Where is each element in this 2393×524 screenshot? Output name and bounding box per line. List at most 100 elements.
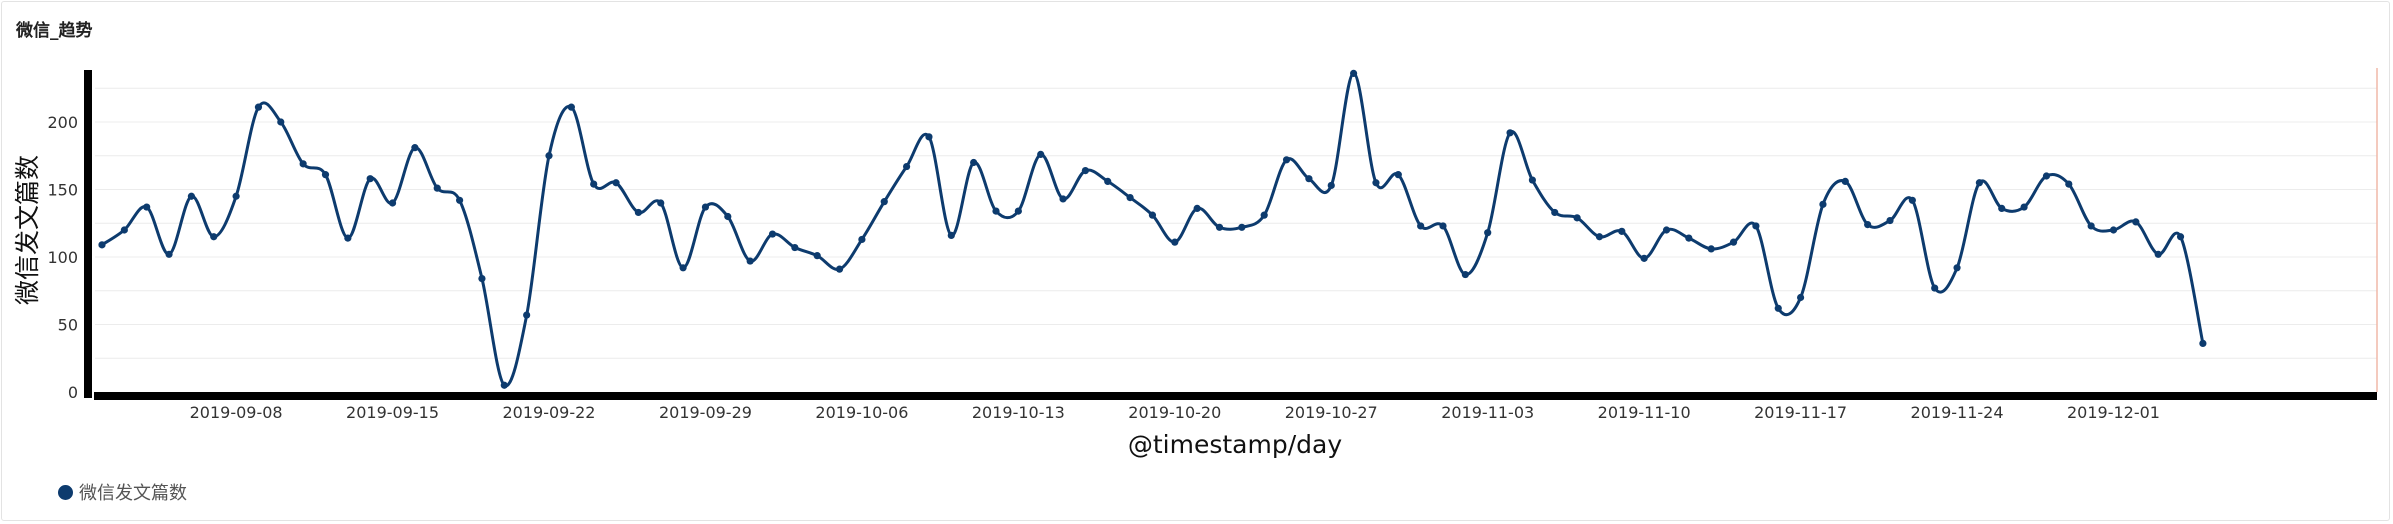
data-point[interactable] <box>1037 150 1045 158</box>
data-point[interactable] <box>947 231 955 239</box>
data-point[interactable] <box>98 241 106 249</box>
data-point[interactable] <box>701 203 710 211</box>
data-point[interactable] <box>567 103 575 111</box>
data-point[interactable] <box>970 158 978 167</box>
data-point[interactable] <box>1305 175 1313 183</box>
data-point[interactable] <box>523 311 531 319</box>
data-point[interactable] <box>366 175 374 183</box>
data-point[interactable] <box>1864 221 1872 229</box>
data-point[interactable] <box>2087 222 2095 230</box>
data-point[interactable] <box>1729 238 1738 246</box>
data-point[interactable] <box>2065 180 2073 188</box>
data-point[interactable] <box>657 199 665 207</box>
data-point[interactable] <box>1707 245 1715 253</box>
data-point[interactable] <box>456 196 464 204</box>
data-point[interactable] <box>232 192 240 200</box>
x-tick-label: 2019-11-10 <box>1598 403 1691 422</box>
data-point[interactable] <box>187 192 195 200</box>
data-point[interactable] <box>1908 196 1916 204</box>
data-point[interactable] <box>120 226 128 234</box>
data-point[interactable] <box>1662 226 1671 234</box>
data-point[interactable] <box>210 233 218 241</box>
data-point[interactable] <box>1774 304 1782 312</box>
data-point[interactable] <box>992 207 1000 215</box>
data-point[interactable] <box>433 184 441 192</box>
series-line <box>100 71 2205 388</box>
data-point[interactable] <box>1640 254 1648 262</box>
data-point[interactable] <box>1506 129 1514 137</box>
data-point[interactable] <box>612 179 620 187</box>
data-point[interactable] <box>1998 204 2006 212</box>
data-point[interactable] <box>1439 222 1447 230</box>
data-point[interactable] <box>791 243 799 252</box>
x-tick-label: 2019-09-15 <box>346 403 439 422</box>
data-point[interactable] <box>1126 194 1134 202</box>
data-point[interactable] <box>1618 227 1626 235</box>
data-point[interactable] <box>1484 229 1492 237</box>
data-point[interactable] <box>1953 264 1961 272</box>
data-point[interactable] <box>1238 223 1246 231</box>
data-point[interactable] <box>1081 167 1089 175</box>
data-point[interactable] <box>1171 238 1179 246</box>
data-point[interactable] <box>925 133 933 141</box>
data-point[interactable] <box>2176 233 2185 241</box>
data-point[interactable] <box>746 257 754 265</box>
data-point[interactable] <box>1104 177 1112 185</box>
data-point[interactable] <box>1215 223 1224 231</box>
data-point[interactable] <box>2109 226 2118 234</box>
data-point[interactable] <box>1372 179 1380 187</box>
data-point[interactable] <box>1931 284 1939 292</box>
data-point[interactable] <box>1350 69 1358 77</box>
data-point[interactable] <box>545 152 553 160</box>
data-point[interactable] <box>1193 204 1201 212</box>
data-point[interactable] <box>634 208 643 217</box>
data-point[interactable] <box>2154 250 2162 258</box>
data-point[interactable] <box>590 180 598 188</box>
data-point[interactable] <box>679 264 687 272</box>
data-point[interactable] <box>143 203 151 211</box>
data-point[interactable] <box>411 144 419 152</box>
data-point[interactable] <box>1148 211 1157 219</box>
data-point[interactable] <box>1417 222 1425 230</box>
data-point[interactable] <box>1595 233 1604 241</box>
data-point[interactable] <box>1841 177 1849 185</box>
data-point[interactable] <box>2199 339 2207 347</box>
data-point[interactable] <box>835 265 844 273</box>
data-point[interactable] <box>768 230 777 238</box>
data-point[interactable] <box>478 275 486 283</box>
data-point[interactable] <box>344 234 352 242</box>
data-point[interactable] <box>2132 218 2140 226</box>
data-point[interactable] <box>1752 222 1760 230</box>
data-point[interactable] <box>1551 208 1559 217</box>
data-point[interactable] <box>813 252 821 260</box>
data-point[interactable] <box>1528 176 1536 184</box>
data-point[interactable] <box>321 171 330 179</box>
data-point[interactable] <box>1059 195 1067 203</box>
data-point[interactable] <box>1975 179 1983 187</box>
data-point[interactable] <box>1886 216 1894 225</box>
data-point[interactable] <box>1685 234 1693 242</box>
data-point[interactable] <box>277 118 285 126</box>
data-point[interactable] <box>500 381 508 389</box>
data-point[interactable] <box>2042 172 2051 180</box>
data-point[interactable] <box>1573 214 1581 222</box>
data-point[interactable] <box>1260 211 1268 219</box>
data-point[interactable] <box>1797 293 1805 302</box>
data-point[interactable] <box>1394 171 1402 179</box>
data-point[interactable] <box>299 160 307 168</box>
data-point[interactable] <box>858 235 866 244</box>
data-point[interactable] <box>903 162 911 171</box>
data-point[interactable] <box>880 198 888 206</box>
data-point[interactable] <box>724 212 732 221</box>
legend[interactable]: 微信发文篇数 <box>58 479 187 505</box>
data-point[interactable] <box>2020 203 2028 211</box>
data-point[interactable] <box>1014 207 1022 215</box>
data-point[interactable] <box>1327 181 1335 190</box>
data-point[interactable] <box>254 103 263 111</box>
x-tick-label: 2019-09-22 <box>503 403 596 422</box>
data-point[interactable] <box>165 250 173 258</box>
data-point[interactable] <box>1461 270 1469 279</box>
data-point[interactable] <box>388 199 397 207</box>
data-point[interactable] <box>1819 200 1827 208</box>
data-point[interactable] <box>1282 156 1291 164</box>
